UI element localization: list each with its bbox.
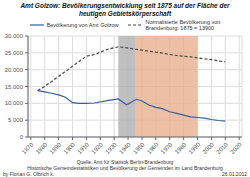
svg-text:2000: 2000 xyxy=(201,141,215,155)
html-text:heutigen Gebietskörperschaft: heutigen Gebietskörperschaft xyxy=(78,10,171,17)
svg-text:15.000: 15.000 xyxy=(8,84,24,90)
html-text:Historische Gemeindestatistike: Historische Gemeindestatistiken und Bevö… xyxy=(27,165,223,171)
svg-text:10.000: 10.000 xyxy=(8,100,24,106)
svg-text:1970: 1970 xyxy=(160,141,174,155)
svg-text:1950: 1950 xyxy=(132,141,146,155)
svg-text:1880: 1880 xyxy=(35,141,49,155)
html-text:Normalisierte Bevölkerung von: Normalisierte Bevölkerung von xyxy=(145,19,221,25)
svg-text:5.000: 5.000 xyxy=(8,117,24,123)
html-text:Brandenburg: 1875 = 13900: Brandenburg: 1875 = 13900 xyxy=(145,25,215,31)
html-text:Bevölkerung von Amt Golzow: Bevölkerung von Amt Golzow xyxy=(46,22,119,28)
html-text:by Florian G. Olbrich k.: by Florian G. Olbrich k. xyxy=(3,171,55,177)
svg-text:2010: 2010 xyxy=(215,141,229,155)
svg-text:2020: 2020 xyxy=(229,141,242,155)
svg-text:1900: 1900 xyxy=(62,141,76,155)
svg-text:1980: 1980 xyxy=(174,141,188,155)
svg-text:1930: 1930 xyxy=(104,141,118,155)
svg-text:0: 0 xyxy=(20,134,24,140)
svg-text:1920: 1920 xyxy=(90,141,104,155)
svg-text:1940: 1940 xyxy=(118,141,132,155)
svg-text:1890: 1890 xyxy=(49,141,63,155)
html-text:26.01.2012: 26.01.2012 xyxy=(222,171,247,177)
svg-text:25.000: 25.000 xyxy=(8,50,24,56)
svg-text:1960: 1960 xyxy=(146,141,160,155)
svg-text:30.000: 30.000 xyxy=(8,33,24,39)
svg-text:1910: 1910 xyxy=(76,141,90,155)
html-text:Quelle: Amt für Statistik Berl: Quelle: Amt für Statistik Berlin-Branden… xyxy=(76,159,174,165)
svg-text:1990: 1990 xyxy=(188,141,202,155)
svg-text:1870: 1870 xyxy=(21,141,35,155)
html-text:Amt Golzow: Bevölkerungsentwic: Amt Golzow: Bevölkerungsentwicklung seit… xyxy=(20,2,230,9)
svg-text:20.000: 20.000 xyxy=(8,67,24,73)
